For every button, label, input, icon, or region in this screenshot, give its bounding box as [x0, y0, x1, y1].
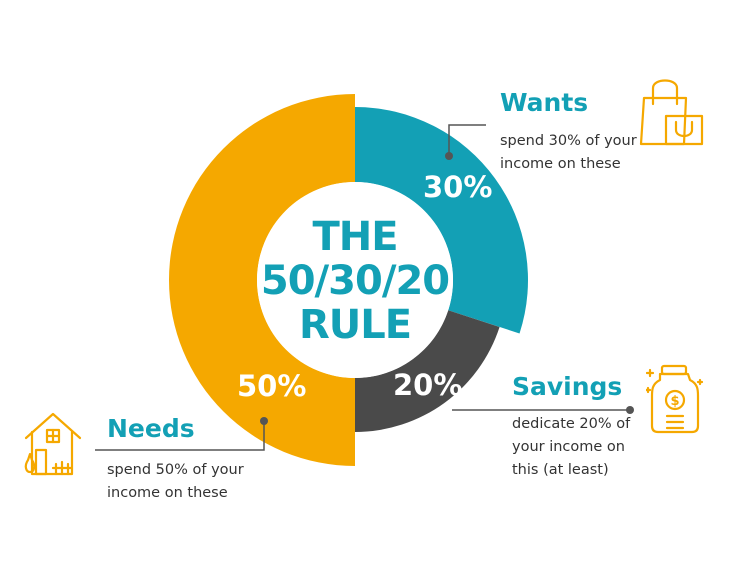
donut-hole [257, 182, 453, 378]
wants-description-line: spend 30% of your [500, 133, 637, 149]
savings-title: Savings [512, 372, 623, 401]
slice-wants [355, 107, 528, 334]
slice-label-wants: 30% [423, 170, 493, 204]
savings-description-line: your income on [512, 439, 625, 455]
wants-connector [448, 124, 486, 156]
center-title-line-3: RULE [298, 302, 412, 348]
slice-needs [169, 94, 355, 466]
slice-label-savings: 20% [393, 368, 463, 402]
slice-savings [355, 310, 500, 432]
center-title-line-2: 50/30/20 [260, 258, 450, 304]
needs-description-line: spend 50% of your [107, 462, 244, 478]
needs-description-line: income on these [107, 485, 228, 501]
needs-connector [95, 421, 265, 451]
wants-title: Wants [500, 88, 589, 117]
center-title-line-1: THE [312, 214, 398, 260]
house-icon [24, 412, 82, 476]
needs-connector-dot [260, 417, 268, 425]
callout-connectors [95, 124, 630, 451]
money-jar-icon: $ [646, 364, 704, 434]
slice-label-needs: 50% [237, 369, 307, 403]
wants-connector-dot [445, 152, 453, 160]
savings-description-line: dedicate 20% of [512, 416, 631, 432]
savings-connector-dot [626, 406, 634, 414]
dollar-glyph: $ [670, 394, 679, 409]
wants-description-line: income on these [500, 156, 621, 172]
wants-description: spend 30% of your income on these [500, 130, 650, 176]
shopping-bags-icon [639, 79, 704, 146]
needs-description: spend 50% of your income on these [107, 459, 257, 505]
savings-description-line: this (at least) [512, 462, 609, 478]
savings-description: dedicate 20% of your income on this (at … [512, 413, 662, 482]
needs-title: Needs [107, 414, 195, 443]
